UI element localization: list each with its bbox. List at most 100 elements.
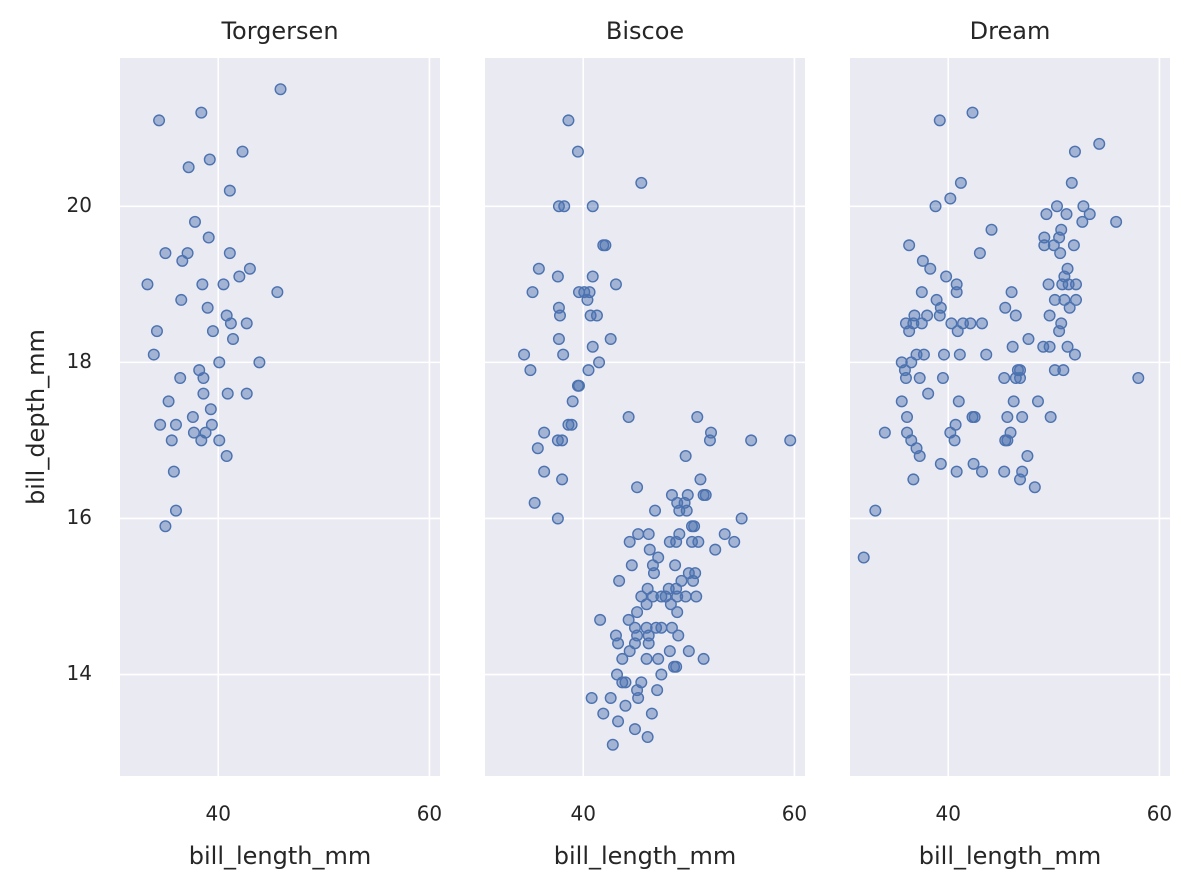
scatter-point (940, 270, 953, 283)
scatter-point (154, 418, 167, 431)
scatter-point (562, 114, 575, 127)
scatter-point (1056, 278, 1069, 291)
scatter-point (150, 325, 163, 338)
scatter-point (1001, 411, 1014, 424)
scatter-point (1054, 247, 1067, 260)
scatter-point (1014, 371, 1027, 384)
scatter-point (663, 645, 676, 658)
scatter-point (647, 567, 660, 580)
scatter-point (679, 450, 692, 463)
x-tick-label: 60 (782, 802, 807, 826)
scatter-point (1009, 309, 1022, 322)
scatter-point (968, 411, 981, 424)
scatter-point (980, 348, 993, 361)
scatter-point (643, 543, 656, 556)
scatter-point (213, 356, 226, 369)
scatter-point (141, 278, 154, 291)
scatter-point (586, 340, 599, 353)
scatter-point (213, 434, 226, 447)
scatter-point (1083, 208, 1096, 221)
scatter-point (1093, 137, 1106, 150)
scatter-point (1050, 200, 1063, 213)
scatter-point (159, 520, 172, 533)
scatter-point (937, 348, 950, 361)
scatter-point (203, 153, 216, 166)
scatter-point (645, 707, 658, 720)
scatter-point (223, 247, 236, 260)
scatter-point (652, 652, 665, 665)
scatter-point (622, 613, 635, 626)
scatter-point (593, 356, 606, 369)
scatter-point (195, 106, 208, 119)
scatter-point (1070, 278, 1083, 291)
scatter-point (669, 559, 682, 572)
scatter-point (703, 434, 716, 447)
scatter-point (1014, 473, 1027, 486)
scatter-point (616, 652, 629, 665)
scatter-point (612, 637, 625, 650)
scatter-point (613, 574, 626, 587)
scatter-point (1060, 208, 1073, 221)
scatter-point (271, 286, 284, 299)
scatter-point (895, 395, 908, 408)
scatter-point (915, 317, 928, 330)
scatter-point (1021, 450, 1034, 463)
plot-area (850, 58, 1170, 776)
scatter-point (917, 348, 930, 361)
scatter-point (1028, 481, 1041, 494)
scatter-point (699, 489, 712, 502)
scatter-point (551, 434, 564, 447)
scatter-point (1043, 309, 1056, 322)
scatter-point (1043, 340, 1056, 353)
scatter-point (556, 434, 569, 447)
scatter-point (604, 691, 617, 704)
scatter-point (1007, 395, 1020, 408)
y-tick-label: 20 (67, 193, 92, 217)
scatter-point (147, 348, 160, 361)
scatter-point (1077, 200, 1090, 213)
scatter-point (1067, 239, 1080, 252)
scatter-point (606, 738, 619, 751)
y-tick-label: 14 (67, 661, 92, 685)
scatter-point (903, 325, 916, 338)
scatter-point (524, 364, 537, 377)
scatter-point (581, 293, 594, 306)
scatter-point (913, 450, 926, 463)
scatter-point (950, 465, 963, 478)
scatter-point (929, 200, 942, 213)
scatter-point (998, 371, 1011, 384)
scatter-point (631, 606, 644, 619)
scatter-point (1068, 348, 1081, 361)
scatter-point (640, 598, 653, 611)
scatter-point (1063, 301, 1076, 314)
scatter-point (1016, 411, 1029, 424)
scatter-point (609, 278, 622, 291)
scatter-point (1042, 278, 1055, 291)
scatter-point (538, 465, 551, 478)
x-tick-label: 40 (570, 802, 595, 826)
scatter-point (934, 457, 947, 470)
scatter-point (220, 450, 233, 463)
scatter-point (952, 395, 965, 408)
scatter-point (951, 325, 964, 338)
scatter-point (950, 286, 963, 299)
scatter-point (933, 114, 946, 127)
y-tick-label: 18 (67, 349, 92, 373)
scatter-point (670, 535, 683, 548)
panel-title: Dream (970, 17, 1051, 45)
scatter-point (857, 551, 870, 564)
scatter-point (642, 528, 655, 541)
scatter-point (913, 371, 926, 384)
scatter-point (1038, 239, 1051, 252)
scatter-point (201, 301, 214, 314)
scatter-point (562, 418, 575, 431)
scatter-point (985, 223, 998, 236)
scatter-point (924, 262, 937, 275)
scatter-point (196, 278, 209, 291)
scatter-point (728, 535, 741, 548)
scatter-point (641, 730, 654, 743)
scatter-point (243, 262, 256, 275)
scatter-point (204, 403, 217, 416)
scatter-point (167, 465, 180, 478)
scatter-point (1048, 364, 1061, 377)
